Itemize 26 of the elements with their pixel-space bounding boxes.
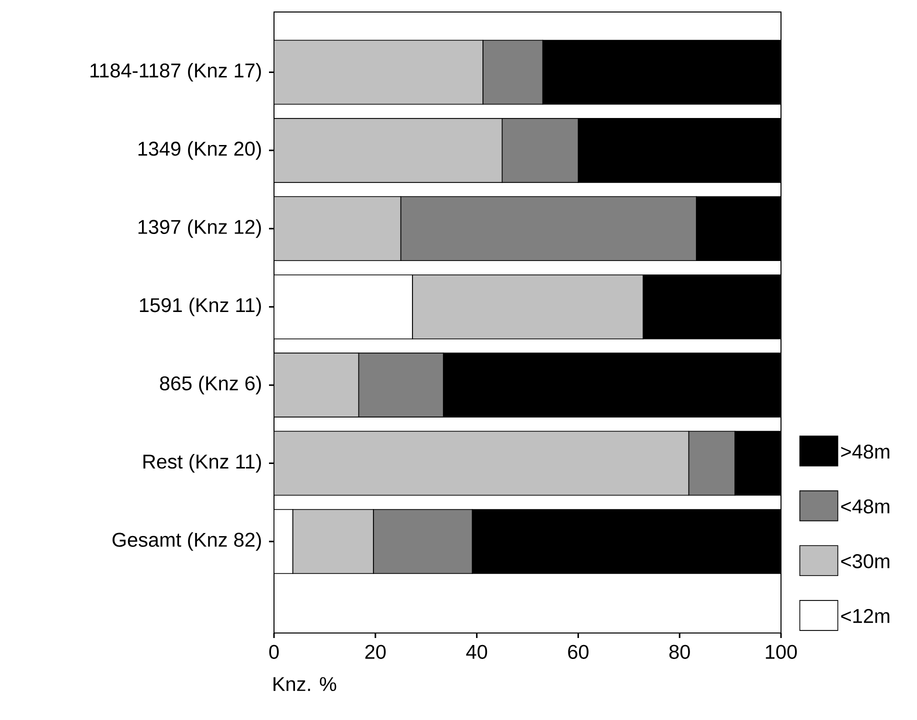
y-tick-label: 1349 (Knz 20) bbox=[138, 141, 261, 160]
bar bbox=[274, 352, 360, 418]
y-tick-label: 865 (Knz 6) bbox=[160, 376, 261, 394]
bar bbox=[274, 430, 690, 496]
x-tick-label: 0 bbox=[269, 644, 279, 659]
x-axis-title: Knz. % bbox=[274, 677, 336, 692]
y-tick-label: 1184-1187 (Knz 17) bbox=[90, 62, 261, 82]
bar bbox=[274, 40, 484, 105]
x-tick-label: 20 bbox=[365, 644, 386, 659]
bar bbox=[274, 509, 294, 574]
bar bbox=[274, 118, 503, 183]
legend-label: >48m bbox=[841, 444, 890, 459]
y-tick-label: 1591 (Knz 11) bbox=[140, 298, 261, 316]
x-tick-label: 100 bbox=[766, 644, 797, 659]
legend-label: <30m bbox=[841, 554, 890, 568]
y-tick-label: Gesamt (Knz 82) bbox=[112, 532, 261, 551]
legend-label: <12m bbox=[841, 608, 890, 623]
bar bbox=[412, 274, 644, 340]
x-tick-label: 80 bbox=[669, 644, 690, 659]
y-tick-label: Rest (Knz 11) bbox=[143, 454, 261, 473]
x-tick-label: 40 bbox=[466, 644, 488, 659]
y-tick-label: 1397 (Knz 12) bbox=[138, 219, 261, 238]
bar bbox=[274, 196, 402, 262]
bar bbox=[292, 509, 374, 574]
x-tick-label: 60 bbox=[568, 644, 588, 659]
legend-label: <48m bbox=[841, 499, 890, 514]
